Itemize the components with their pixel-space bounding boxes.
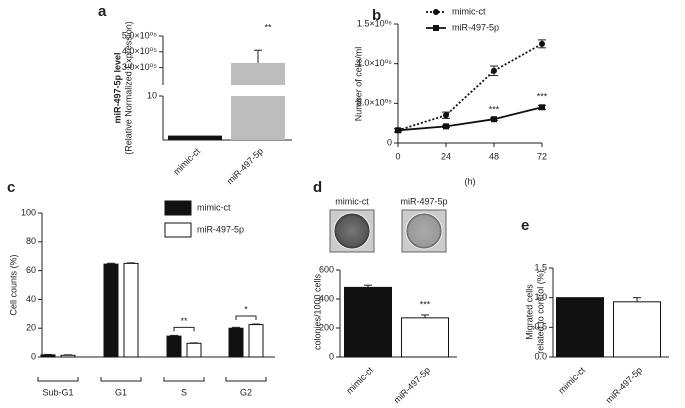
y-axis-label: Number of cells/ml (353, 47, 363, 122)
legend-label: mimic-ct (197, 202, 231, 212)
y-tick-label: 1.0 (534, 292, 547, 302)
bar (231, 96, 285, 140)
significance: *** (489, 104, 500, 114)
x-tick-label: G2 (240, 387, 252, 397)
bar (186, 342, 202, 358)
legend-label: miR-497-5p (197, 224, 244, 234)
legend-swatch (164, 222, 192, 238)
y-tick-label: 100 (21, 207, 36, 217)
marker (491, 116, 497, 123)
y-tick-label: 80 (26, 236, 36, 246)
significance: * (244, 304, 248, 314)
y-tick-label: 10 (147, 90, 157, 100)
y-tick-label: 200 (319, 322, 334, 332)
bar (40, 354, 56, 358)
group-bracket (225, 377, 267, 382)
bar (168, 135, 222, 140)
marker (443, 112, 449, 119)
legend-marker (433, 9, 439, 15)
x-tick-label: G1 (115, 387, 127, 397)
y-tick-label: 1.0×10⁰⁶ (357, 58, 392, 68)
y-tick-label: 0.0 (534, 351, 547, 361)
group-bracket (163, 377, 205, 382)
y-tick-label: 400 (319, 293, 334, 303)
y-axis-label: Cell counts (%) (8, 254, 18, 315)
y-tick-label: 0.5 (534, 322, 547, 332)
y-tick-label: 600 (319, 264, 334, 274)
x-tick-label: mimic-ct (344, 365, 375, 396)
y-axis-label: miR-497-5p level (112, 52, 122, 123)
panel-label: c (7, 179, 15, 196)
significance: *** (420, 299, 431, 309)
y-tick-label: 40 (26, 294, 36, 304)
significance: *** (537, 92, 548, 102)
marker (491, 67, 497, 74)
panel-label: d (313, 179, 322, 196)
y-tick-label: 5.0×10⁰⁵ (357, 98, 392, 108)
significance: ** (180, 316, 188, 326)
y-tick-label: 0 (387, 137, 392, 147)
bar (228, 327, 244, 358)
legend-label: mimic-ct (452, 6, 486, 16)
y-tick-label: 1.5 (534, 262, 547, 272)
colony-dish (405, 212, 443, 250)
significance-bracket (173, 326, 195, 332)
panel-label: b (372, 7, 381, 24)
x-tick-label: miR-497-5p (392, 365, 432, 405)
group-bracket (100, 377, 142, 382)
image-label: mimic-ct (335, 196, 369, 206)
bar (103, 263, 119, 358)
y-axis-label: related to control (%) (535, 270, 545, 354)
y-axis-label: Migrated cells (524, 284, 534, 340)
x-tick-label: S (181, 387, 187, 397)
y-tick-label: 5.0×10⁰⁵ (122, 30, 157, 40)
x-axis-label: (h) (465, 176, 476, 186)
bar (123, 262, 139, 358)
image-label: miR-497-5p (400, 196, 447, 206)
bar (231, 62, 285, 85)
y-tick-label: 1.5×10⁰⁶ (357, 18, 392, 28)
bar (401, 317, 449, 358)
bar (613, 301, 661, 358)
x-tick-label: Sub-G1 (42, 387, 73, 397)
bar (344, 286, 392, 358)
panel-label: a (98, 3, 107, 20)
panel-label: e (521, 217, 529, 234)
colony-dish (333, 212, 371, 250)
x-tick-label: 0 (395, 151, 400, 161)
significance-bracket (235, 315, 257, 321)
bar (556, 297, 604, 358)
significance: ** (264, 23, 272, 33)
x-tick-label: 72 (537, 151, 547, 161)
group-bracket (37, 377, 79, 382)
legend-label: miR-497-5p (452, 22, 499, 32)
y-tick-label: 60 (26, 265, 36, 275)
y-axis-label: (Relative Normalized Expression) (123, 21, 133, 155)
y-tick-label: 20 (26, 323, 36, 333)
marker (539, 104, 545, 111)
x-tick-label: 48 (489, 151, 499, 161)
x-tick-label: miR-497-5p (604, 365, 644, 405)
y-axis-label: colonies/1000 cells (312, 273, 322, 350)
marker (395, 127, 401, 134)
marker (539, 40, 545, 47)
marker (443, 123, 449, 130)
bar (248, 324, 264, 358)
legend-marker (433, 25, 439, 31)
series-line (397, 43, 543, 132)
series-line (397, 106, 543, 132)
x-tick-label: mimic-ct (556, 365, 587, 396)
bar (166, 335, 182, 358)
x-tick-label: 24 (441, 151, 451, 161)
x-tick-label: miR-497-5p (225, 146, 265, 186)
x-tick-label: mimic-ct (171, 146, 202, 177)
bar (60, 354, 76, 358)
legend-swatch (164, 200, 192, 216)
y-tick-label: 0 (329, 351, 334, 361)
y-tick-label: 0 (31, 351, 36, 361)
y-tick-label: 4.0×10⁰⁵ (122, 46, 157, 56)
y-tick-label: 3.0×10⁰⁵ (122, 62, 157, 72)
